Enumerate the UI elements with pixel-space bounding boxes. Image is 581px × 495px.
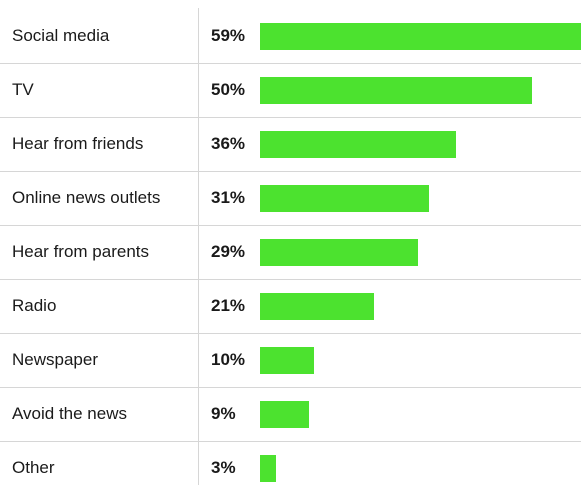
row-separator — [0, 333, 581, 334]
category-label: Online news outlets — [12, 188, 161, 207]
bar — [260, 455, 276, 482]
row-separator — [0, 117, 581, 118]
bar — [260, 77, 532, 104]
category-label: Hear from friends — [12, 134, 144, 153]
bar — [260, 185, 429, 212]
bar — [260, 239, 418, 266]
horizontal-bar-chart: Social media 59% TV 50% Hear from friends 36%… — [0, 8, 581, 485]
bar-row: Social media 59% — [0, 9, 581, 63]
bar — [260, 347, 314, 374]
value-label: 21% — [211, 296, 246, 315]
category-label: Other — [12, 458, 55, 477]
category-label: Newspaper — [12, 350, 98, 369]
label-column-divider — [198, 8, 199, 485]
row-separator — [0, 279, 581, 280]
category-label: Radio — [12, 296, 57, 315]
bar-row: Hear from parents 29% — [0, 225, 581, 279]
value-label: 36% — [211, 134, 246, 153]
row-separator — [0, 441, 581, 442]
bar — [260, 293, 374, 320]
bar-row: Radio 21% — [0, 279, 581, 333]
value-label: 31% — [211, 188, 246, 207]
value-label: 10% — [211, 350, 246, 369]
row-separator — [0, 225, 581, 226]
bar-row: Online news outlets 31% — [0, 171, 581, 225]
value-label: 29% — [211, 242, 246, 261]
bar-row: Newspaper 10% — [0, 333, 581, 387]
value-label: 50% — [211, 80, 246, 99]
bar-row: Hear from friends 36% — [0, 117, 581, 171]
bar-row: TV 50% — [0, 63, 581, 117]
category-label: Social media — [12, 26, 110, 45]
bar-row: Other 3% — [0, 441, 581, 495]
row-separator — [0, 171, 581, 172]
value-label: 9% — [211, 404, 236, 423]
category-label: Avoid the news — [12, 404, 127, 423]
bar — [260, 131, 456, 158]
value-label: 59% — [211, 26, 246, 45]
category-label: Hear from parents — [12, 242, 149, 261]
bar — [260, 23, 581, 50]
category-label: TV — [12, 80, 34, 99]
row-separator — [0, 63, 581, 64]
bar-row: Avoid the news 9% — [0, 387, 581, 441]
bar — [260, 401, 309, 428]
value-label: 3% — [211, 458, 236, 477]
row-separator — [0, 387, 581, 388]
